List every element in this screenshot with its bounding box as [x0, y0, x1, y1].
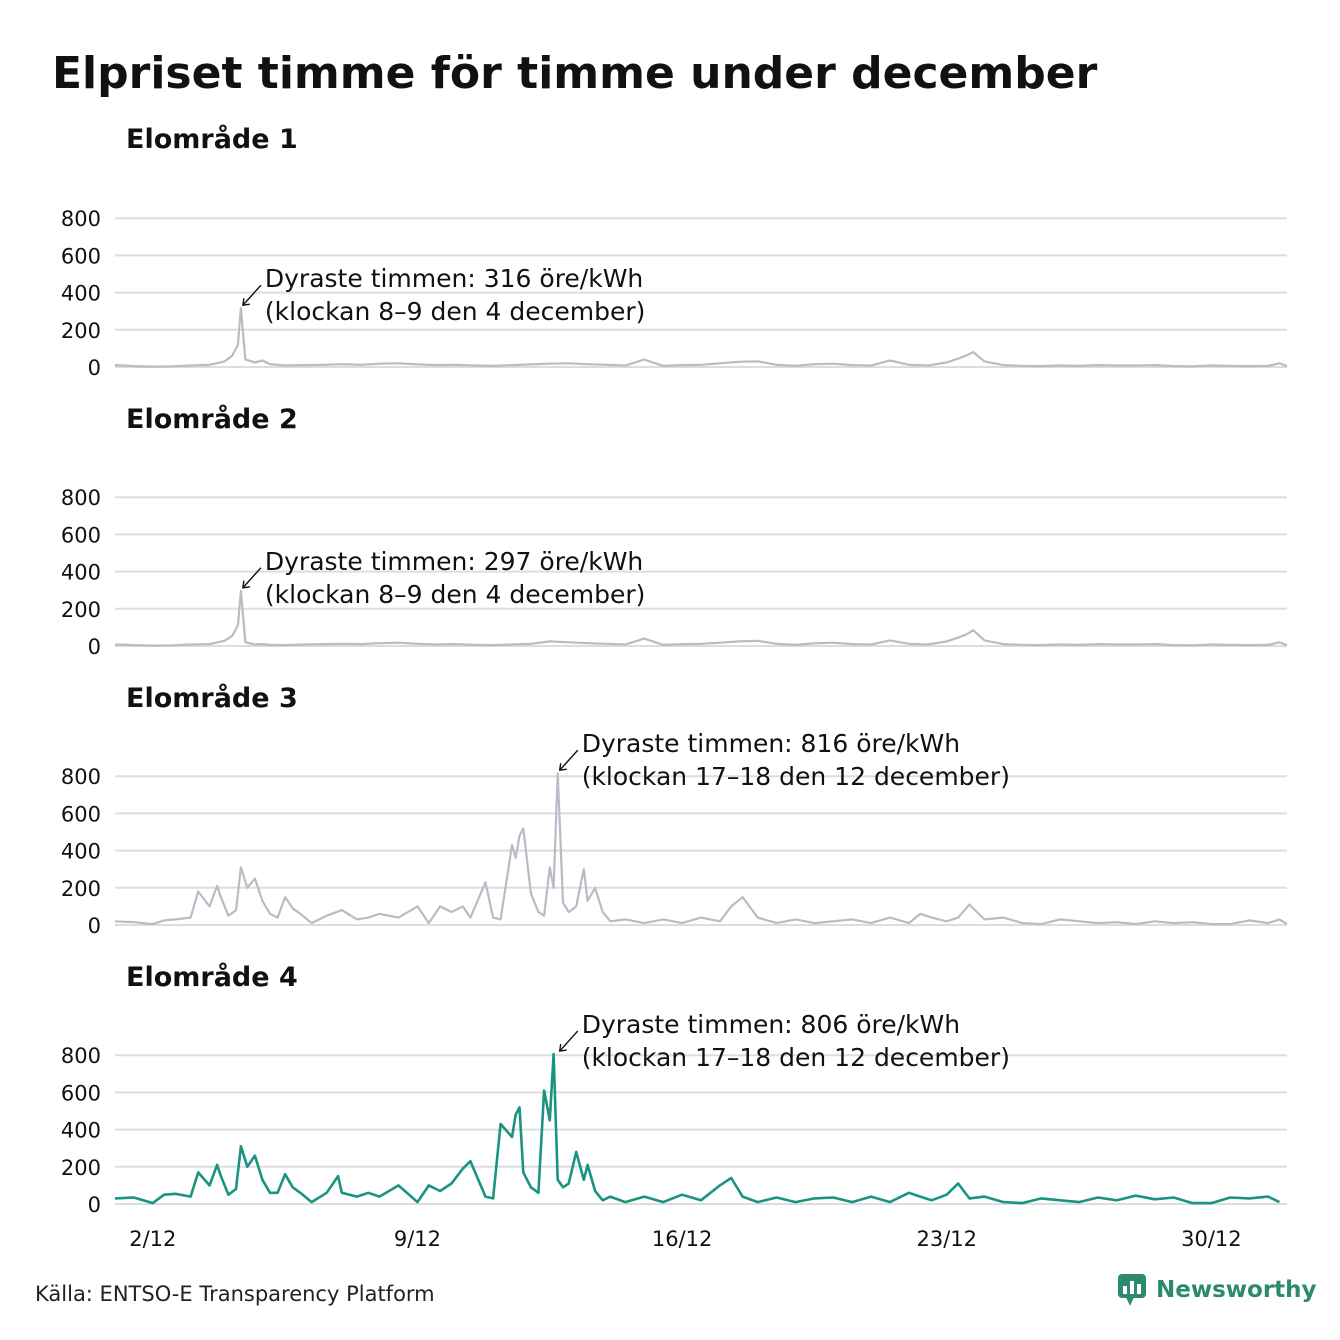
y-tick-label: 200 [61, 1156, 101, 1180]
y-tick-label: 200 [61, 598, 101, 622]
annotation-line-2: (klockan 8–9 den 4 december) [265, 580, 646, 609]
chart-panels: Elområde 1 0 200 400 600 800 Dyraste timmen: 3… [61, 123, 1288, 1251]
y-tick-label: 400 [61, 840, 101, 864]
y-tick-label: 0 [88, 635, 101, 659]
annotation-line-2: (klockan 8–9 den 4 december) [265, 297, 646, 326]
annotation-line-1: Dyraste timmen: 316 öre/kWh [265, 264, 643, 293]
chart-bubble-icon [1118, 1274, 1146, 1306]
panel-title: Elområde 2 [126, 403, 298, 435]
panel-1: Elområde 1 0 200 400 600 800 Dyraste timmen: 3… [61, 123, 1288, 380]
source-note: Källa: ENTSO-E Transparency Platform [35, 1282, 435, 1306]
panel-title: Elområde 3 [126, 682, 298, 714]
chart-title: Elpriset timme för timme under december [52, 48, 1098, 99]
y-tick-label: 400 [61, 1119, 101, 1143]
panel-2: Elområde 2 0 200 400 600 800 Dyraste timmen: 2… [61, 403, 1288, 659]
annotation-line-1: Dyraste timmen: 297 öre/kWh [265, 547, 643, 576]
logo-text: Newsworthy [1156, 1277, 1317, 1303]
panel-3: Elområde 3 0 200 400 600 800 Dyraste timmen: 8… [61, 682, 1288, 938]
x-tick-label: 23/12 [916, 1227, 977, 1251]
y-tick-label: 600 [61, 523, 101, 547]
newsworthy-logo: Newsworthy [1118, 1274, 1317, 1306]
y-tick-label: 200 [61, 319, 101, 343]
y-tick-label: 800 [61, 1044, 101, 1068]
y-tick-label: 200 [61, 877, 101, 901]
panel-title: Elområde 1 [126, 123, 298, 155]
series-line [114, 1052, 1280, 1205]
panel-title: Elområde 4 [126, 961, 298, 993]
annotation-line-1: Dyraste timmen: 806 öre/kWh [582, 1010, 960, 1039]
annotation-arrow [558, 1030, 579, 1052]
series-line [114, 589, 1288, 647]
x-tick-label: 2/12 [129, 1227, 176, 1251]
y-tick-label: 800 [61, 486, 101, 510]
y-tick-label: 0 [88, 914, 101, 938]
annotation-arrow [558, 749, 579, 772]
series-line [114, 772, 1288, 926]
x-tick-label: 30/12 [1181, 1227, 1242, 1251]
y-tick-label: 400 [61, 282, 101, 306]
y-tick-label: 600 [61, 1081, 101, 1105]
annotation-arrow [242, 567, 262, 589]
y-tick-label: 0 [88, 1193, 101, 1217]
annotation-arrow [242, 284, 262, 307]
series-line [114, 307, 1288, 368]
y-tick-label: 400 [61, 561, 101, 585]
y-tick-label: 600 [61, 244, 101, 268]
x-tick-label: 16/12 [652, 1227, 713, 1251]
annotation-line-1: Dyraste timmen: 816 öre/kWh [582, 729, 960, 758]
y-tick-label: 800 [61, 765, 101, 789]
panel-4: Elområde 4 0 200 400 600 800 Dyraste timmen: 8… [61, 961, 1287, 1251]
y-tick-label: 800 [61, 207, 101, 231]
y-tick-label: 600 [61, 802, 101, 826]
annotation-line-2: (klockan 17–18 den 12 december) [582, 1043, 1010, 1072]
y-tick-label: 0 [88, 356, 101, 380]
x-tick-label: 9/12 [394, 1227, 441, 1251]
annotation-line-2: (klockan 17–18 den 12 december) [582, 762, 1010, 791]
